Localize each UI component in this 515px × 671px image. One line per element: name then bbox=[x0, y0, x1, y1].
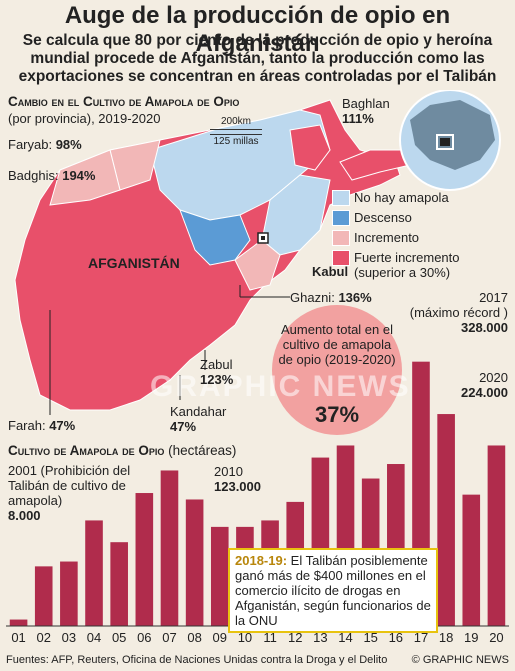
year-label-13: 13 bbox=[313, 630, 328, 645]
legend-swatch bbox=[332, 230, 350, 246]
year-label-17: 17 bbox=[413, 630, 429, 645]
year-label-19: 19 bbox=[464, 630, 479, 645]
year-label-07: 07 bbox=[162, 630, 177, 645]
year-label-05: 05 bbox=[111, 630, 127, 645]
label-farah: Farah: 47% bbox=[8, 418, 76, 433]
annotation-2001: 2001 (Prohibición del Talibán de cultivo… bbox=[8, 463, 131, 523]
bar-05 bbox=[110, 542, 128, 626]
scale-bar bbox=[210, 129, 262, 135]
year-label-11: 11 bbox=[263, 630, 277, 645]
year-label-15: 15 bbox=[363, 630, 378, 645]
region-decrease-central bbox=[179, 209, 251, 266]
taliban-callout: 2018-19: El Talibán posiblemente ganó má… bbox=[228, 548, 438, 633]
year-label-10: 10 bbox=[237, 630, 253, 645]
scale-mi: 125 millas bbox=[213, 136, 259, 147]
footer-sources: Fuentes: AFP, Reuters, Oficina de Nacion… bbox=[6, 654, 388, 666]
total-increase-text: Aumento total en el cultivo de amapola d… bbox=[278, 322, 396, 367]
label-baghlan: Baghlan 111% bbox=[342, 96, 390, 126]
bar-06 bbox=[135, 493, 154, 626]
bar-18 bbox=[437, 414, 455, 626]
year-label-09: 09 bbox=[212, 630, 227, 645]
chart-section-title: Cultivo de Amapola de Opio (hectáreas) bbox=[8, 443, 237, 458]
bar-01 bbox=[9, 619, 28, 626]
country-label: AFGANISTÁN bbox=[88, 255, 180, 271]
bar-09 bbox=[210, 526, 229, 626]
year-label-03: 03 bbox=[61, 630, 77, 645]
legend-swatch bbox=[332, 250, 350, 266]
legend-no-poppy: No hay amapola bbox=[332, 190, 449, 206]
annotation-2020: 2020 224.000 bbox=[461, 370, 508, 400]
afghanistan-map bbox=[14, 90, 501, 435]
year-label-16: 16 bbox=[388, 630, 404, 645]
legend-swatch bbox=[332, 210, 350, 226]
year-label-01: 01 bbox=[11, 630, 26, 645]
bar-07 bbox=[160, 470, 179, 626]
region-increase-3 bbox=[49, 149, 121, 206]
total-increase-circle bbox=[272, 305, 402, 435]
label-ghazni: Ghazni: 136% bbox=[290, 290, 372, 305]
label-faryab: Faryab: 98% bbox=[8, 137, 82, 152]
capital-label: Kabul bbox=[312, 264, 349, 279]
scale-km: 200km bbox=[220, 116, 251, 127]
page-title: Auge de la producción de opio en Afganis… bbox=[64, 2, 451, 57]
legend-strong-increase: Fuerte incremento (superior a 30%) bbox=[332, 250, 460, 280]
annotation-2017: 2017 (máximo récord ) 328.000 bbox=[409, 290, 508, 335]
label-zabul: Zabul 123% bbox=[200, 357, 234, 387]
map-section-title: Cambio en el Cultivo de Amapola de Opio bbox=[8, 94, 239, 109]
year-label-02: 02 bbox=[36, 630, 51, 645]
bar-20 bbox=[487, 445, 506, 626]
map-subtitle: (por provincia), 2019-2020 bbox=[8, 111, 161, 126]
map-title: Cambio en el Cultivo de Amapola de Opio bbox=[8, 94, 240, 109]
label-badghis: Badghis: 194% bbox=[8, 168, 96, 183]
bar-19 bbox=[462, 494, 481, 626]
footer-credit: © GRAPHIC NEWS bbox=[411, 654, 509, 666]
region-baghlan bbox=[289, 124, 331, 171]
year-label-20: 20 bbox=[489, 630, 504, 645]
year-label-18: 18 bbox=[438, 630, 454, 645]
bar-03 bbox=[60, 561, 78, 626]
legend-increase: Incremento bbox=[332, 230, 419, 246]
bar-02 bbox=[34, 566, 53, 626]
legend-decrease: Descenso bbox=[332, 210, 412, 226]
bar-04 bbox=[85, 520, 103, 626]
legend-swatch bbox=[332, 190, 350, 206]
total-increase-value: 37% bbox=[314, 402, 360, 427]
page-subtitle: Se calcula que 80 por ciento de la produ… bbox=[18, 32, 497, 85]
year-label-14: 14 bbox=[338, 630, 353, 645]
globe-locator bbox=[399, 90, 501, 191]
watermark: GRAPHIC NEWS bbox=[150, 370, 411, 403]
bar-08 bbox=[185, 499, 204, 626]
year-label-08: 08 bbox=[187, 630, 202, 645]
year-label-04: 04 bbox=[86, 630, 102, 645]
map-scale: 200km 125 millas bbox=[206, 116, 266, 148]
year-label-12: 12 bbox=[287, 630, 303, 645]
label-kandahar: Kandahar 47% bbox=[170, 404, 227, 434]
year-label-06: 06 bbox=[137, 630, 152, 645]
annotation-2010: 2010 123.000 bbox=[214, 464, 261, 494]
